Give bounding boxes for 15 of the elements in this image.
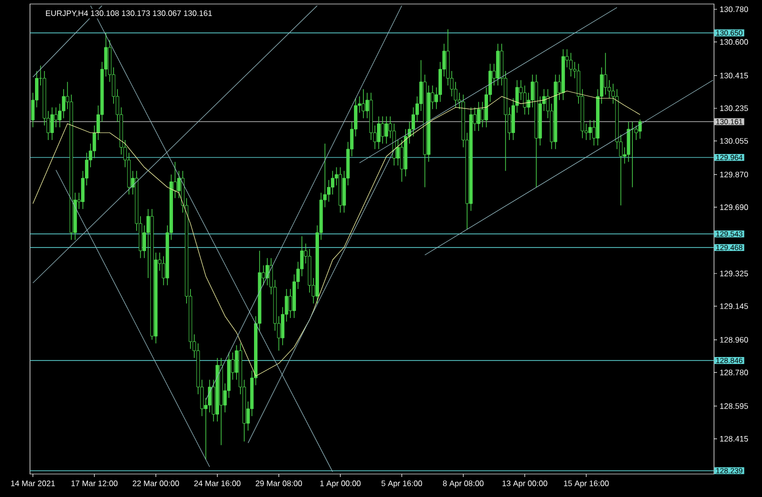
candlestick — [330, 170, 334, 195]
candlestick — [476, 102, 480, 132]
candlestick — [362, 88, 366, 119]
candlestick — [208, 379, 212, 413]
candlestick — [384, 116, 388, 144]
candlestick — [380, 116, 384, 144]
candlestick — [50, 106, 54, 140]
candlestick — [588, 120, 592, 140]
candlestick — [454, 82, 458, 108]
candlestick — [638, 119, 642, 140]
candlestick — [400, 140, 404, 182]
candlestick — [569, 52, 573, 77]
candlestick — [266, 258, 269, 286]
candlestick — [377, 116, 380, 150]
candlestick — [604, 52, 608, 95]
